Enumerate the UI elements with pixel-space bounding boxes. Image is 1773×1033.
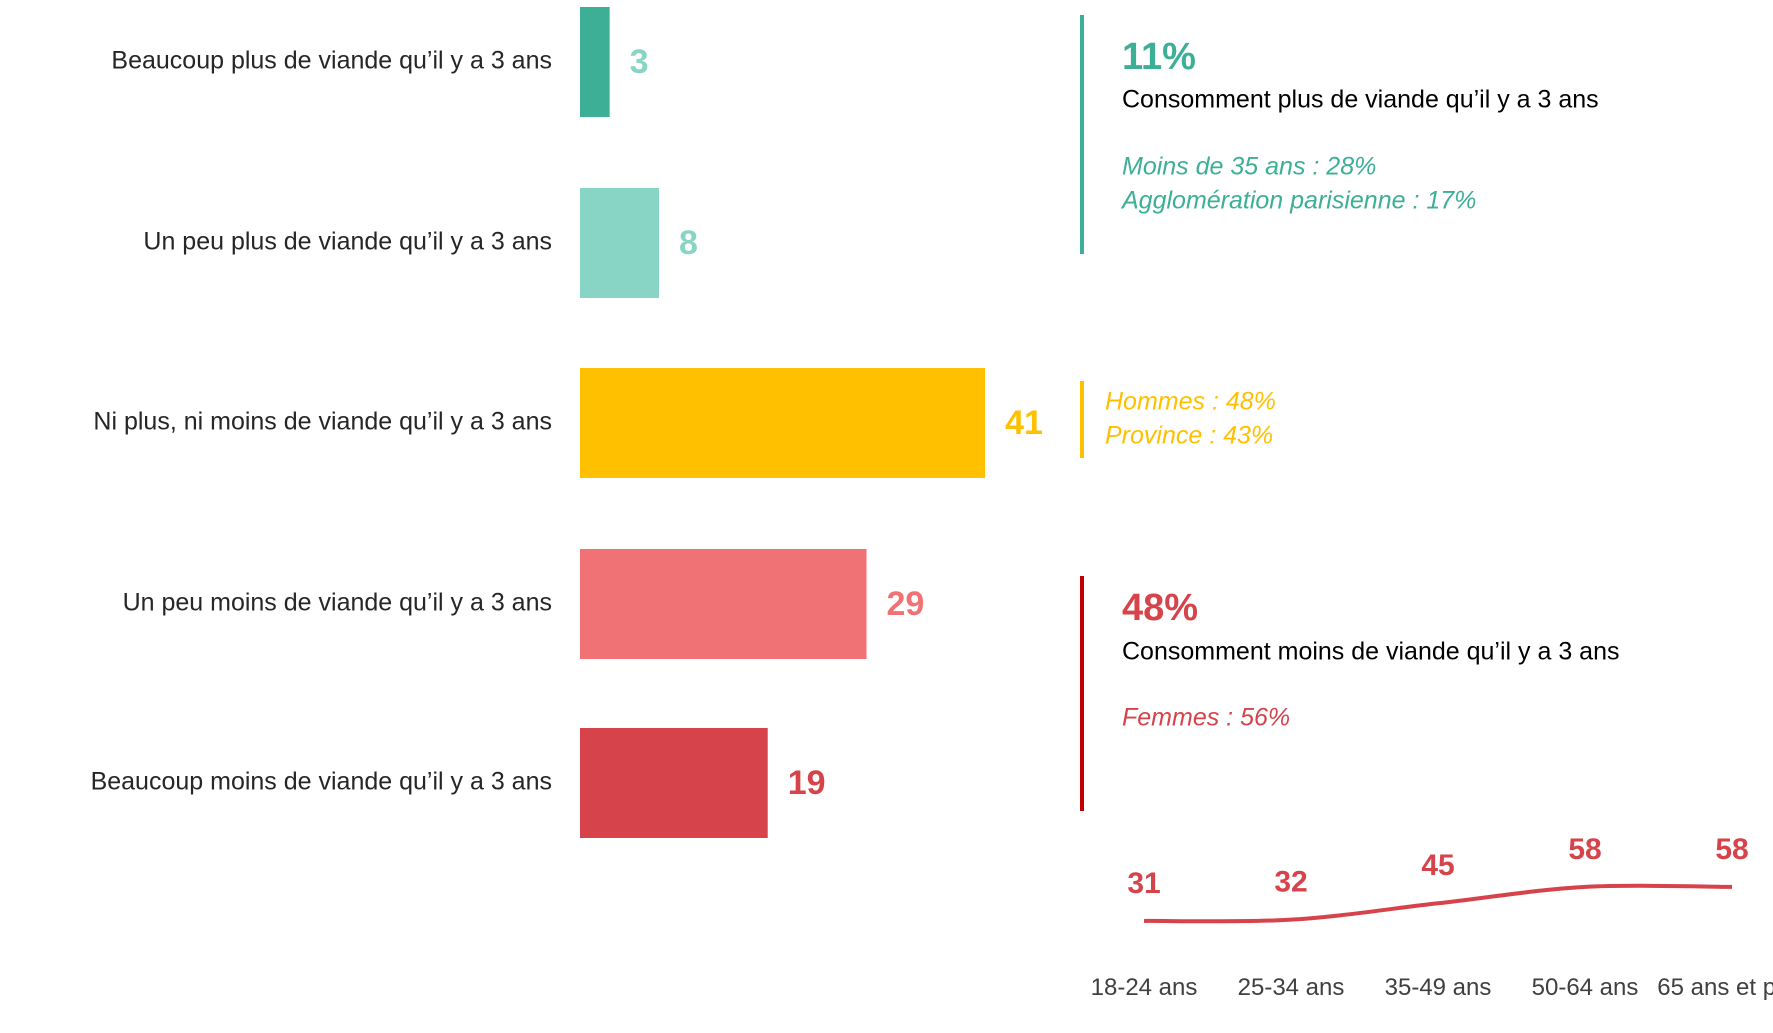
- line: [1143, 883, 1733, 924]
- value-label: 3: [630, 43, 649, 81]
- value-label: 58: [1715, 833, 1748, 866]
- x-tick-label: 65 ans et plus: [1657, 974, 1773, 1001]
- value-label: 41: [1005, 404, 1043, 442]
- annotation-headline: 11%: [1122, 36, 1196, 78]
- bar: [580, 728, 768, 838]
- bar: [580, 368, 986, 478]
- x-tick-label: 18-24 ans: [1090, 974, 1198, 1001]
- bar: [580, 549, 867, 659]
- value-label: 31: [1127, 867, 1160, 900]
- x-tick-label: 35-49 ans: [1384, 974, 1492, 1001]
- x-tick-label: 50-64 ans: [1531, 974, 1639, 1001]
- annotation-detail: Moins de 35 ans : 28%: [1122, 153, 1376, 181]
- value-label: 32: [1274, 866, 1307, 899]
- category-label: Beaucoup moins de viande qu’il y a 3 ans: [91, 768, 552, 796]
- annotation-text: Consomment moins de viande qu’il y a 3 a…: [1122, 638, 1620, 666]
- value-label: 58: [1568, 833, 1601, 866]
- category-label: Beaucoup plus de viande qu’il y a 3 ans: [111, 47, 552, 75]
- value-label: 8: [679, 224, 698, 262]
- annotation-text: Consomment plus de viande qu’il y a 3 an…: [1122, 86, 1599, 114]
- value-label: 29: [887, 585, 925, 623]
- annotation-detail: Femmes : 56%: [1122, 704, 1290, 732]
- category-label: Ni plus, ni moins de viande qu’il y a 3 …: [93, 408, 552, 436]
- annotation-detail: Agglomération parisienne : 17%: [1120, 187, 1476, 215]
- bar: [580, 188, 660, 298]
- annotation-headline: 48%: [1122, 587, 1198, 629]
- x-tick-label: 25-34 ans: [1237, 974, 1345, 1001]
- annotation-detail: Hommes : 48%: [1105, 388, 1276, 416]
- value-label: 19: [788, 764, 826, 802]
- category-label: Un peu plus de viande qu’il y a 3 ans: [143, 228, 552, 256]
- value-label: 45: [1421, 849, 1454, 882]
- annotation-detail: Province : 43%: [1105, 422, 1273, 450]
- bar: [580, 7, 610, 117]
- category-label: Un peu moins de viande qu’il y a 3 ans: [123, 589, 552, 617]
